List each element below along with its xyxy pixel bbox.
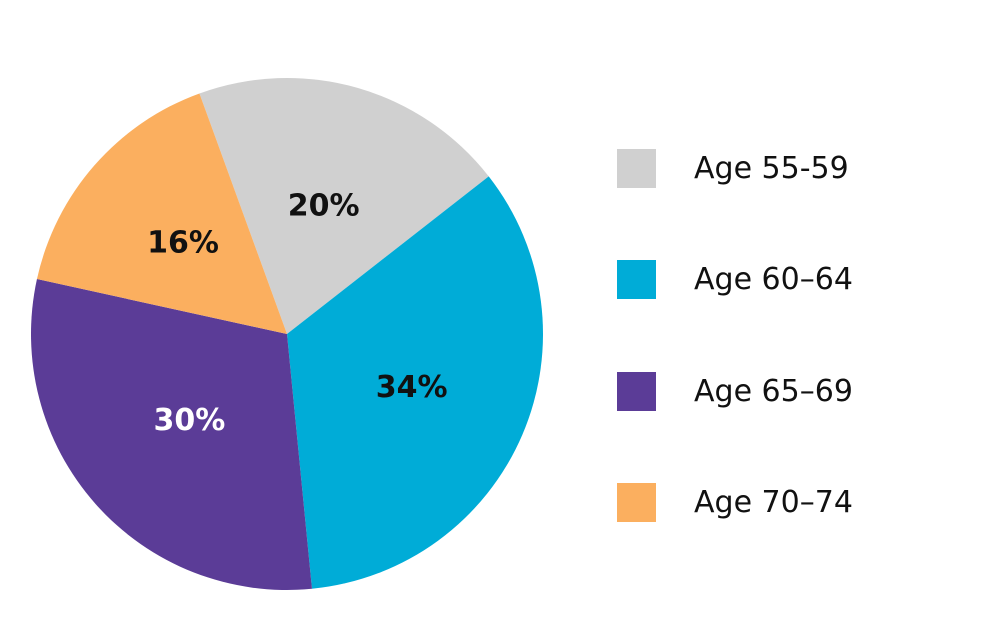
legend-item-age-55-59: Age 55-59: [617, 148, 997, 188]
pie-data-labels: 20% 34% 30% 16%: [147, 189, 448, 439]
legend-item-age-60-64: Age 60–64: [617, 260, 997, 300]
legend-swatch-age-65-69: [617, 371, 656, 411]
data-label-age-55-59: 20%: [288, 189, 360, 224]
legend-swatch-age-70-74: [617, 483, 656, 522]
legend-label-age-70-74: Age 70–74: [694, 485, 853, 520]
data-label-age-70-74: 16%: [147, 225, 219, 260]
legend-swatch-age-60-64: [617, 260, 656, 299]
pie-slices: [30, 78, 543, 590]
legend-item-age-65-69: Age 65–69: [617, 371, 997, 411]
legend-label-age-55-59: Age 55-59: [694, 150, 849, 186]
legend-item-age-70-74: Age 70–74: [617, 483, 997, 523]
legend-label-age-60-64: Age 60–64: [694, 262, 853, 297]
data-label-age-65-69: 30%: [153, 403, 225, 438]
legend-swatch-age-55-59: [617, 148, 656, 188]
pie-slice-age-65-69: [30, 279, 312, 590]
pie-slice-age-70-74: [36, 93, 288, 334]
legend: Age 55-59 Age 60–64 Age 65–69 Age 70–74: [617, 148, 997, 594]
pie-slice-age-60-64: [287, 176, 543, 589]
legend-label-age-65-69: Age 65–69: [694, 373, 853, 409]
data-label-age-60-64: 34%: [376, 370, 448, 405]
pie-slice-age-55-59: [199, 78, 489, 334]
